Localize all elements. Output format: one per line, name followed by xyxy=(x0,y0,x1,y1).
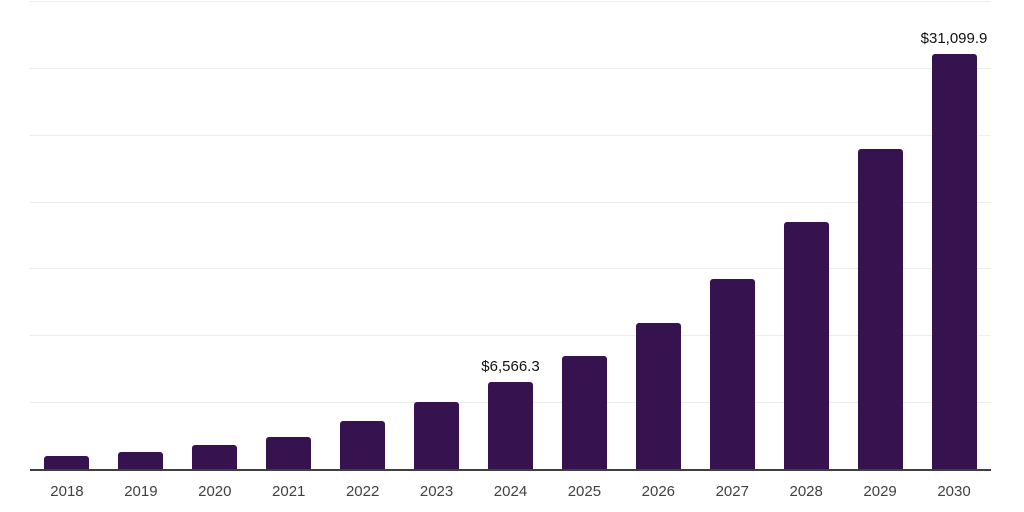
x-tick-label-2018: 2018 xyxy=(50,483,84,500)
bar-cell-2026 xyxy=(621,2,695,470)
x-tick-label-2029: 2029 xyxy=(863,483,897,500)
x-tick-label-2026: 2026 xyxy=(641,483,676,500)
bar-cell-2020 xyxy=(178,2,252,470)
gridline-15000 xyxy=(30,268,991,270)
bar-2020 xyxy=(192,445,238,470)
gridline-30000 xyxy=(30,67,991,69)
bar-cell-2028 xyxy=(769,2,843,470)
bar-2028 xyxy=(783,222,829,470)
bar-2024 xyxy=(487,382,533,470)
x-tick-label-2027: 2027 xyxy=(715,483,749,500)
x-tick-label-2030: 2030 xyxy=(937,483,971,500)
x-tick-label-2020: 2020 xyxy=(198,483,232,500)
x-axis-labels: 2018 2019 2020 2021 2022 2023 2024 2025 2026 2027… xyxy=(30,483,991,500)
bar-cell-2023 xyxy=(400,2,474,470)
x-tick-label-2022: 2022 xyxy=(345,483,380,500)
bars-row: $6,566.3 $31,099.9 xyxy=(30,2,991,470)
x-tick-label-2025: 2025 xyxy=(567,483,602,500)
bar-2030 xyxy=(931,54,977,470)
bar-cell-2027 xyxy=(695,2,769,470)
bar-cell-2018 xyxy=(30,2,104,470)
bar-2023 xyxy=(414,401,460,470)
bar-2021 xyxy=(266,436,312,470)
bar-cell-2025 xyxy=(547,2,621,470)
x-axis-line xyxy=(30,469,991,471)
x-tick-label-2019: 2019 xyxy=(124,483,158,500)
bar-cell-2021 xyxy=(252,2,326,470)
bar-2026 xyxy=(635,322,681,470)
gridline-10000 xyxy=(30,335,991,337)
gridline-25000 xyxy=(30,134,991,136)
bar-2018 xyxy=(44,456,90,470)
x-tick-label-2028: 2028 xyxy=(789,483,823,500)
gridline-20000 xyxy=(30,201,991,203)
x-tick-label-2023: 2023 xyxy=(419,483,454,500)
bar-cell-2024: $6,566.3 xyxy=(474,2,548,470)
bar-cell-2030: $31,099.9 xyxy=(917,2,991,470)
x-tick-label-2021: 2021 xyxy=(272,483,306,500)
bar-cell-2019 xyxy=(104,2,178,470)
data-label-2030: $31,099.9 xyxy=(920,30,988,48)
bar-2029 xyxy=(857,148,903,470)
bar-2019 xyxy=(118,451,164,470)
bar-2025 xyxy=(561,356,607,470)
x-tick-label-2024: 2024 xyxy=(493,483,528,500)
data-label-2024: $6,566.3 xyxy=(481,358,540,376)
plot-area: $6,566.3 $31,099.9 xyxy=(30,1,991,470)
gridline-35000 xyxy=(30,1,991,2)
bar-cell-2022 xyxy=(326,2,400,470)
bar-cell-2029 xyxy=(843,2,917,470)
bar-2027 xyxy=(709,278,755,470)
bar-2022 xyxy=(340,421,386,470)
